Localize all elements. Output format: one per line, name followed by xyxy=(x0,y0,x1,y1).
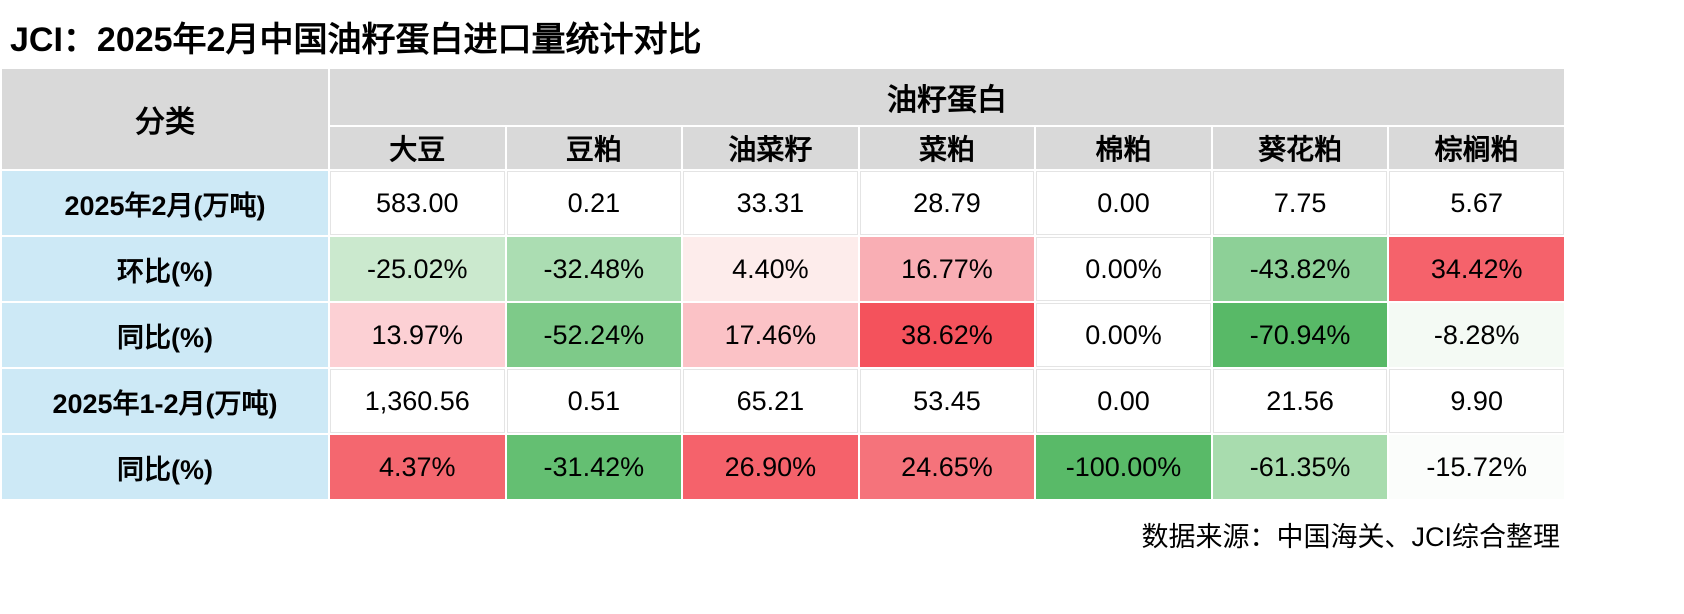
column-header-1: 大豆 xyxy=(330,127,505,169)
oilseed-import-table: 分类 油籽蛋白 大豆 豆粕 油菜籽 菜粕 棉粕 葵花粕 棕榈粕 2025年2月(万吨) 583… xyxy=(0,67,1566,501)
table-cell: 7.75 xyxy=(1212,171,1388,235)
table-cell: -43.82% xyxy=(1212,237,1388,301)
table-cell: 4.37% xyxy=(330,435,505,499)
table-row: 环比(%) -25.02% -32.48% 4.40% 16.77% 0.00% -43.8… xyxy=(2,237,1564,301)
table-cell: 16.77% xyxy=(859,237,1035,301)
table-cell: 0.00% xyxy=(1036,237,1211,301)
group-header-row: 分类 油籽蛋白 xyxy=(2,69,1564,169)
group-header-cell: 油籽蛋白 xyxy=(330,69,1564,125)
table-cell: -15.72% xyxy=(1389,435,1564,499)
page-title: JCI：2025年2月中国油籽蛋白进口量统计对比 xyxy=(10,21,702,59)
table-cell: -32.48% xyxy=(506,237,682,301)
column-header-5: 棉粕 xyxy=(1036,127,1211,169)
table-row: 同比(%) 4.37% -31.42% 26.90% 24.65% -100.00% -61… xyxy=(2,435,1564,499)
table-cell: -8.28% xyxy=(1389,303,1564,367)
table-cell: -100.00% xyxy=(1036,435,1211,499)
table-cell: 4.40% xyxy=(683,237,858,301)
column-header-2: 豆粕 xyxy=(506,127,682,169)
table-cell: 0.00% xyxy=(1036,303,1211,367)
table-cell: -52.24% xyxy=(506,303,682,367)
table-row: 2025年1-2月(万吨) 1,360.56 0.51 65.21 53.45 0.00 2… xyxy=(2,369,1564,433)
column-header-3: 油菜籽 xyxy=(683,127,858,169)
table-cell: 28.79 xyxy=(859,171,1035,235)
table-cell: 583.00 xyxy=(330,171,505,235)
table-cell: 13.97% xyxy=(330,303,505,367)
data-source-note: 数据来源：中国海关、JCI综合整理 xyxy=(1141,522,1561,552)
table-cell: 53.45 xyxy=(859,369,1035,433)
table-row: 同比(%) 13.97% -52.24% 17.46% 38.62% 0.00% -70.9… xyxy=(2,303,1564,367)
category-header-cell: 分类 xyxy=(2,69,328,169)
row-label: 环比(%) xyxy=(2,237,328,301)
table-cell: -25.02% xyxy=(330,237,505,301)
table-cell: 17.46% xyxy=(683,303,858,367)
table-cell: 1,360.56 xyxy=(330,369,505,433)
table-cell: 33.31 xyxy=(683,171,858,235)
table-cell: 38.62% xyxy=(859,303,1035,367)
table-cell: 9.90 xyxy=(1389,369,1564,433)
row-label: 2025年2月(万吨) xyxy=(2,171,328,235)
table-cell: -70.94% xyxy=(1212,303,1388,367)
table-cell: -31.42% xyxy=(506,435,682,499)
column-header-6: 葵花粕 xyxy=(1212,127,1388,169)
table-cell: 26.90% xyxy=(683,435,858,499)
table-cell: -61.35% xyxy=(1212,435,1388,499)
table-cell: 21.56 xyxy=(1212,369,1388,433)
column-header-7: 棕榈粕 xyxy=(1389,127,1564,169)
table-cell: 0.51 xyxy=(506,369,682,433)
column-header-4: 菜粕 xyxy=(859,127,1035,169)
table-row: 2025年2月(万吨) 583.00 0.21 33.31 28.79 0.00 7.75 5… xyxy=(2,171,1564,235)
table-cell: 0.21 xyxy=(506,171,682,235)
table-cell: 65.21 xyxy=(683,369,858,433)
row-label: 2025年1-2月(万吨) xyxy=(2,369,328,433)
table-header: 分类 油籽蛋白 大豆 豆粕 油菜籽 菜粕 棉粕 葵花粕 棕榈粕 xyxy=(2,69,1564,169)
row-label: 同比(%) xyxy=(2,435,328,499)
row-label: 同比(%) xyxy=(2,303,328,367)
column-header-row: 大豆 豆粕 油菜籽 菜粕 棉粕 葵花粕 棕榈粕 xyxy=(2,127,1564,169)
table-cell: 0.00 xyxy=(1036,369,1211,433)
table-cell: 5.67 xyxy=(1389,171,1564,235)
table-cell: 0.00 xyxy=(1036,171,1211,235)
table-cell: 24.65% xyxy=(859,435,1035,499)
table-body: 2025年2月(万吨) 583.00 0.21 33.31 28.79 0.00 7.75 5… xyxy=(2,171,1564,499)
table-cell: 34.42% xyxy=(1389,237,1564,301)
